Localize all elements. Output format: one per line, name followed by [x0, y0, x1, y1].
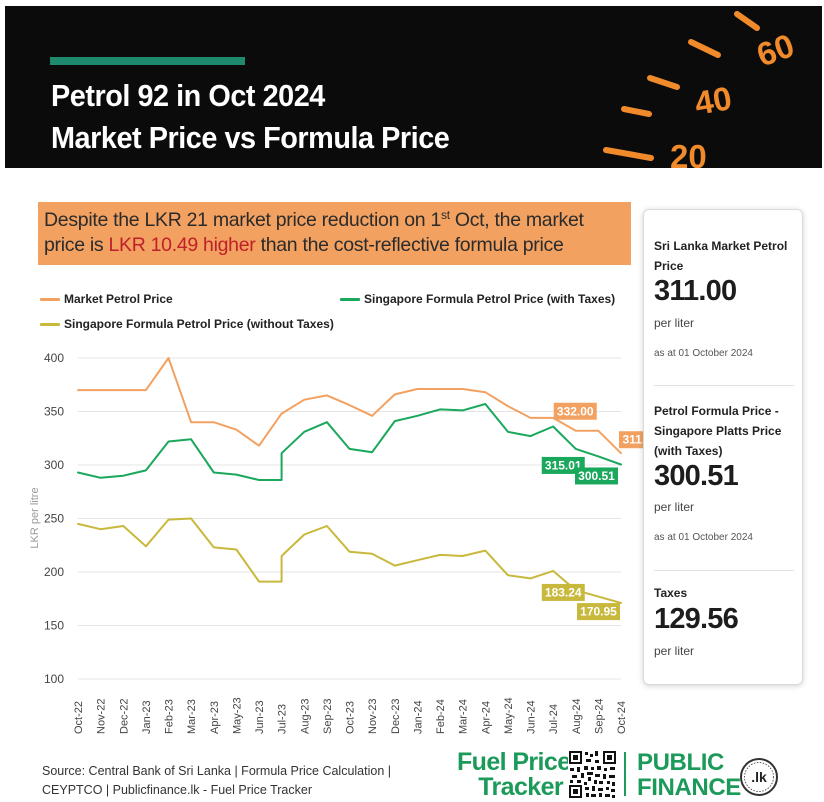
gauge-label-40: 40 [692, 79, 735, 122]
data-label-box [541, 583, 585, 601]
x-tick-label: Jun-23 [254, 700, 266, 734]
x-tick-label: Mar-23 [186, 699, 198, 734]
y-tick-label: 250 [44, 512, 64, 526]
footer-divider [624, 752, 626, 796]
callout-highlight: LKR 10.49 higher [108, 234, 256, 256]
x-tick-label: Feb-24 [435, 699, 447, 734]
y-tick-label: 100 [44, 672, 64, 686]
data-label-box [553, 402, 597, 420]
x-tick-label: May-24 [503, 697, 515, 734]
data-label-box [541, 456, 585, 474]
formula-price-date: as at 01 October 2024 [654, 532, 753, 543]
x-tick-label: Oct-24 [616, 701, 628, 734]
x-tick-label: Jan-24 [412, 700, 424, 734]
legend-swatch-market [40, 297, 60, 301]
x-tick-label: Jun-24 [526, 700, 538, 734]
x-tick-label: Aug-23 [299, 699, 311, 734]
x-tick-label: Sep-23 [322, 699, 334, 734]
taxes-value: 129.56 [654, 603, 739, 635]
legend-swatch-formula-with-taxes [340, 297, 360, 301]
x-tick-label: Aug-24 [571, 699, 583, 734]
series-line-1 [77, 403, 622, 481]
legend-swatch-formula-without-taxes [40, 322, 60, 326]
public-finance-logo: PUBLIC FINANCE [637, 749, 741, 801]
x-tick-label: Jul-24 [548, 704, 560, 734]
series-line-0 [77, 357, 622, 455]
data-label: 332.00 [557, 404, 594, 418]
x-tick-label: Sep-24 [593, 699, 605, 734]
fuel-price-tracker-logo: Fuel Price Tracker [457, 748, 571, 801]
series-line-2 [77, 517, 622, 604]
x-tick-label: Dec-23 [390, 699, 402, 734]
qr-code-icon [568, 750, 617, 799]
y-tick-label: 300 [44, 458, 64, 472]
gauge-label-20: 20 [670, 138, 707, 168]
legend-label-formula-without-taxes: Singapore Formula Petrol Price (without … [64, 317, 334, 331]
formula-price-label: Petrol Formula Price - Singapore Platts … [654, 404, 782, 458]
summary-panel: Sri Lanka Market Petrol Price 311.00 per… [643, 209, 803, 685]
x-tick-label: Nov-22 [96, 699, 108, 734]
y-tick-label: 350 [44, 405, 64, 419]
x-tick-label: Dec-22 [118, 699, 130, 734]
y-axis-title: LKR per litre [29, 487, 41, 548]
market-price-date: as at 01 October 2024 [654, 348, 753, 359]
legend-item-formula-with-taxes: Singapore Formula Petrol Price (with Tax… [340, 292, 615, 306]
data-label-box [575, 467, 618, 485]
panel-divider [654, 385, 794, 386]
taxes-label: Taxes [654, 586, 688, 600]
callout-line-1: Despite the LKR 21 market price reductio… [44, 208, 584, 231]
x-tick-label: Oct-23 [345, 701, 357, 734]
x-tick-label: Mar-24 [458, 699, 470, 734]
x-tick-label: Apr-24 [480, 701, 492, 734]
y-tick-label: 200 [44, 565, 64, 579]
page-subtitle: Market Price vs Formula Price [51, 120, 450, 155]
header-banner: 60 40 20 Petrol 92 in Oct 2024 Market Pr… [5, 6, 822, 168]
y-tick-label: 400 [44, 351, 64, 365]
formula-price-value: 300.51 [654, 460, 739, 492]
callout-box: Despite the LKR 21 market price reductio… [38, 202, 631, 265]
x-tick-label: Feb-23 [164, 699, 176, 734]
source-note: Source: Central Bank of Sri Lanka | Form… [42, 764, 392, 797]
legend-item-market: Market Petrol Price [40, 292, 173, 306]
svg-text:.lk: .lk [751, 769, 767, 785]
legend-label-market: Market Petrol Price [64, 292, 173, 306]
market-price-value: 311.00 [654, 275, 737, 307]
legend-item-formula-without-taxes: Singapore Formula Petrol Price (without … [40, 317, 334, 331]
lk-seal-icon: .lk [740, 758, 778, 796]
taxes-unit: per liter [654, 644, 695, 658]
data-label: 183.24 [545, 585, 582, 599]
data-label: 315.01 [545, 458, 582, 472]
data-label-box [577, 603, 620, 621]
market-price-label: Sri Lanka Market Petrol Price [654, 239, 788, 273]
market-price-unit: per liter [654, 316, 695, 330]
y-tick-label: 150 [44, 619, 64, 633]
panel-divider [654, 570, 794, 571]
x-tick-label: Jan-23 [141, 700, 153, 734]
x-tick-label: Oct-22 [73, 701, 85, 734]
speedometer-icon: 60 40 20 [603, 11, 799, 168]
x-tick-label: Nov-23 [367, 699, 379, 734]
data-label: 170.95 [580, 605, 617, 619]
formula-price-unit: per liter [654, 500, 695, 514]
data-label: 300.51 [578, 469, 615, 483]
page-title: Petrol 92 in Oct 2024 [51, 78, 325, 113]
x-tick-label: May-23 [231, 697, 243, 734]
accent-bar [50, 57, 245, 65]
x-tick-label: Jul-23 [277, 704, 289, 734]
callout-line-2: price is LKR 10.49 higher than the cost-… [44, 234, 564, 256]
legend-label-formula-with-taxes: Singapore Formula Petrol Price (with Tax… [364, 292, 616, 306]
x-tick-label: Apr-23 [209, 701, 221, 734]
